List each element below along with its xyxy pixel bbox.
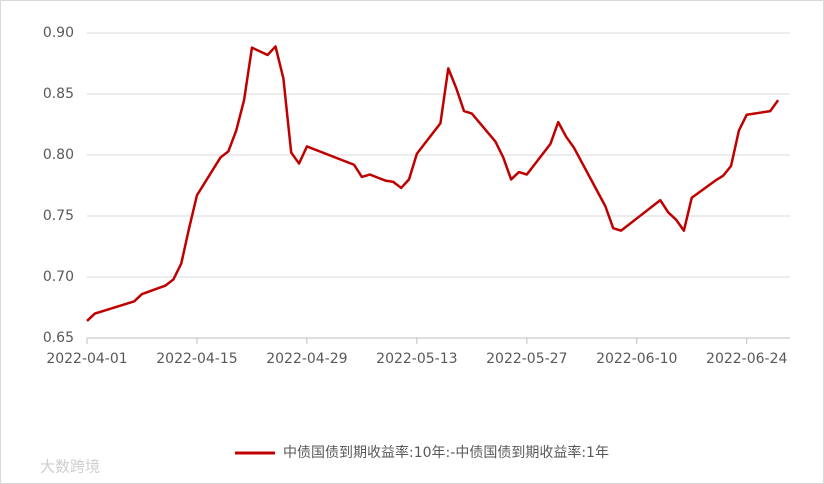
x-tick-label: 2022-05-27 (486, 351, 567, 367)
y-tick-label: 0.75 (43, 208, 74, 224)
x-tick-label: 2022-04-01 (46, 351, 127, 367)
y-tick-label: 0.65 (43, 330, 74, 346)
x-tick-label: 2022-05-13 (376, 351, 457, 367)
legend-label: 中债国债到期收益率:10年:-中债国债到期收益率:1年 (283, 444, 609, 461)
y-tick-label: 0.90 (43, 25, 74, 41)
x-tick-label: 2022-04-29 (266, 351, 347, 367)
data-line (86, 45, 780, 322)
y-tick-label: 0.80 (43, 147, 74, 163)
x-tick-label: 2022-04-15 (156, 351, 237, 367)
x-tick-label: 2022-06-10 (596, 351, 677, 367)
watermark: 大数跨境 (40, 458, 100, 476)
y-tick-label: 0.85 (43, 86, 74, 102)
x-tick-label: 2022-06-24 (706, 351, 787, 367)
y-tick-label: 0.70 (43, 269, 74, 285)
